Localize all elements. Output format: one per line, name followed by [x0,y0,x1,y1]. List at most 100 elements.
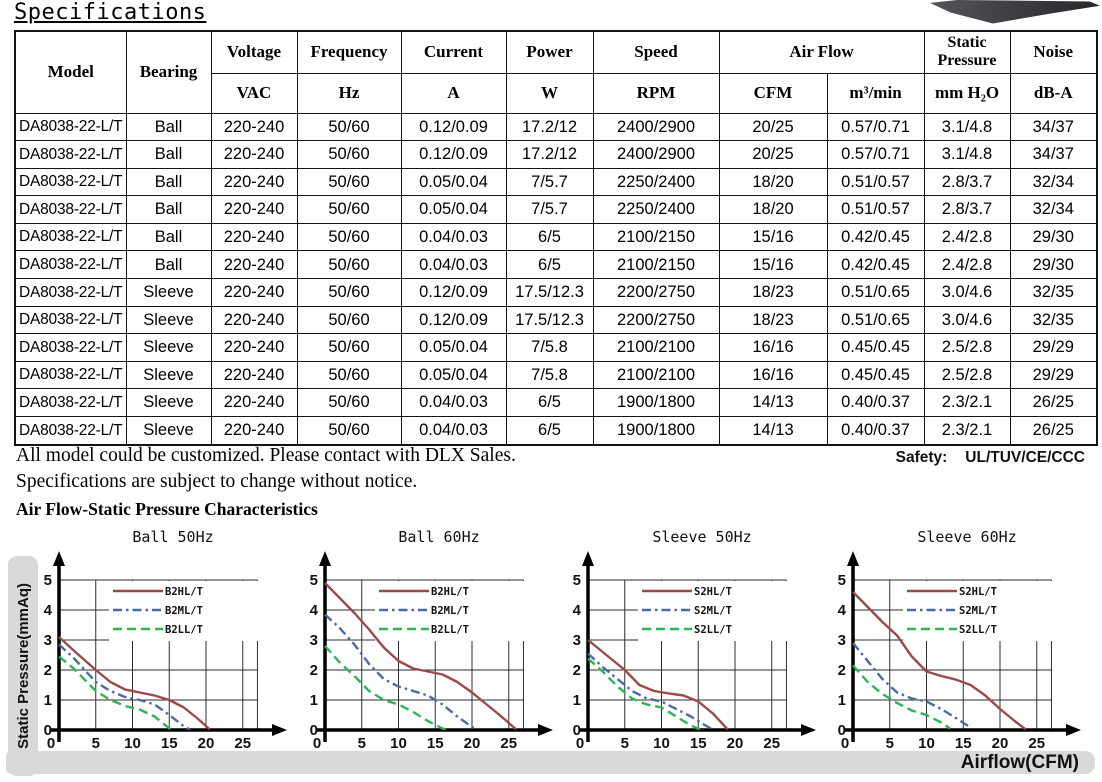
svg-text:S2LL/T: S2LL/T [959,624,997,636]
table-row: DA8038-22-L/T Sleeve 220-240 50/60 0.05/0.04… [14,333,1098,362]
x-axis-label-strip: Airflow(CFM) [6,751,1095,774]
cell-mmh2o: 3.0/4.6 [923,278,1011,307]
safety-label: Safety: [895,449,948,466]
cell-speed: 2100/2150 [592,250,720,280]
table-row: DA8038-22-L/T Ball 220-240 50/60 0.04/0.03 6/… [14,222,1098,252]
cell-voltage: 220-240 [210,416,298,446]
cell-power: 7/5.8 [505,333,594,362]
cell-model: DA8038-22-L/T [14,112,127,142]
header-speed: Speed [592,30,720,74]
cell-power: 6/5 [505,388,594,418]
cell-m3min: 0.51/0.65 [826,305,925,335]
cell-frequency: 50/60 [296,388,402,418]
footnote-customization: All model could be customized. Please co… [16,445,516,466]
svg-text:10: 10 [653,735,670,752]
svg-text:0: 0 [47,735,55,752]
svg-text:20: 20 [727,735,744,752]
svg-text:0: 0 [44,722,52,739]
cell-frequency: 50/60 [296,195,402,224]
cell-current: 0.12/0.09 [400,140,507,169]
cell-frequency: 50/60 [296,278,402,307]
header-voltage: Voltage [210,30,298,74]
table-row: DA8038-22-L/T Sleeve 220-240 50/60 0.04/0.03… [14,416,1098,446]
svg-text:15: 15 [427,735,444,752]
svg-text:B2ML/T: B2ML/T [431,605,469,617]
cell-voltage: 220-240 [210,333,298,362]
cell-frequency: 50/60 [296,305,402,335]
footnotes: All model could be customized. Please co… [16,443,516,494]
table-row: DA8038-22-L/T Ball 220-240 50/60 0.12/0.09 17… [14,112,1098,142]
chart-title: Ball 60Hz [398,528,480,546]
charts-section-title: Air Flow-Static Pressure Characteristics [16,499,318,519]
header-current: Current [400,30,507,74]
cell-current: 0.12/0.09 [400,278,507,307]
cell-frequency: 50/60 [296,112,402,142]
cell-power: 6/5 [505,416,594,446]
cell-speed: 2100/2150 [592,222,720,252]
svg-text:2: 2 [310,662,318,679]
svg-text:S2ML/T: S2ML/T [959,605,997,617]
unit-speed: RPM [592,72,720,114]
unit-frequency: Hz [296,72,402,114]
cell-frequency: 50/60 [296,140,402,169]
svg-text:1: 1 [44,692,52,709]
cell-noise: 26/25 [1009,388,1098,418]
chart-sleeve-60hz: Sleeve 60Hz 0 1 2 3 4 5 0 5 10 15 20 25 S2HL/T S2ML/T S… [817,528,1087,767]
svg-text:S2ML/T: S2ML/T [694,605,732,617]
cell-mmh2o: 2.3/2.1 [923,388,1011,418]
cell-bearing: Ball [125,195,212,224]
cell-power: 17.5/12.3 [505,278,594,307]
cell-cfm: 14/13 [718,388,828,418]
svg-text:5: 5 [310,572,318,589]
chart-plot: 0 1 2 3 4 5 0 5 10 15 20 25 S2HL/T S2ML/T S2LL/T [573,551,816,752]
cell-noise: 29/30 [1009,222,1098,252]
table-row: DA8038-22-L/T Sleeve 220-240 50/60 0.04/0.03… [14,388,1098,418]
cell-voltage: 220-240 [210,140,298,169]
svg-text:0: 0 [310,722,318,739]
cell-bearing: Sleeve [125,333,212,362]
cell-m3min: 0.57/0.71 [826,112,925,142]
cell-voltage: 220-240 [210,195,298,224]
cell-speed: 2100/2100 [592,360,720,390]
svg-text:20: 20 [198,735,215,752]
svg-text:3: 3 [44,632,52,649]
cell-model: DA8038-22-L/T [14,416,127,446]
cell-noise: 32/34 [1009,195,1098,224]
cell-bearing: Ball [125,112,212,142]
cell-m3min: 0.51/0.57 [826,167,925,197]
cell-model: DA8038-22-L/T [14,250,127,280]
svg-text:1: 1 [573,692,581,709]
table-row: DA8038-22-L/T Ball 220-240 50/60 0.05/0.04 7/… [14,167,1098,197]
cell-power: 7/5.8 [505,360,594,390]
cell-power: 6/5 [505,250,594,280]
svg-text:B2LL/T: B2LL/T [165,624,203,636]
charts-row: Ball 50Hz 0 1 2 3 4 5 0 5 10 15 20 25 B2HL/T B2ML/T B2L… [0,528,1102,782]
cell-model: DA8038-22-L/T [14,388,127,418]
chart-title: Ball 50Hz [132,528,214,546]
cell-speed: 2200/2750 [592,278,720,307]
product-photo-corner-image [930,0,1100,24]
svg-text:B2LL/T: B2LL/T [431,624,469,636]
cell-noise: 34/37 [1009,112,1098,142]
cell-m3min: 0.51/0.57 [826,195,925,224]
cell-speed: 2200/2750 [592,305,720,335]
svg-text:15: 15 [690,735,707,752]
cell-m3min: 0.42/0.45 [826,250,925,280]
cell-bearing: Ball [125,140,212,169]
svg-text:25: 25 [500,735,517,752]
cell-cfm: 14/13 [718,416,828,446]
cell-power: 17.2/12 [505,112,594,142]
cell-current: 0.05/0.04 [400,195,507,224]
cell-cfm: 16/16 [718,360,828,390]
svg-text:20: 20 [464,735,481,752]
svg-text:5: 5 [886,735,894,752]
svg-text:25: 25 [763,735,780,752]
cell-voltage: 220-240 [210,250,298,280]
svg-text:2: 2 [838,662,846,679]
svg-text:4: 4 [573,602,582,619]
cell-current: 0.04/0.03 [400,222,507,252]
svg-text:10: 10 [390,735,407,752]
header-model: Model [14,30,127,114]
cell-speed: 2100/2100 [592,333,720,362]
table-row: DA8038-22-L/T Ball 220-240 50/60 0.12/0.09 17… [14,140,1098,169]
